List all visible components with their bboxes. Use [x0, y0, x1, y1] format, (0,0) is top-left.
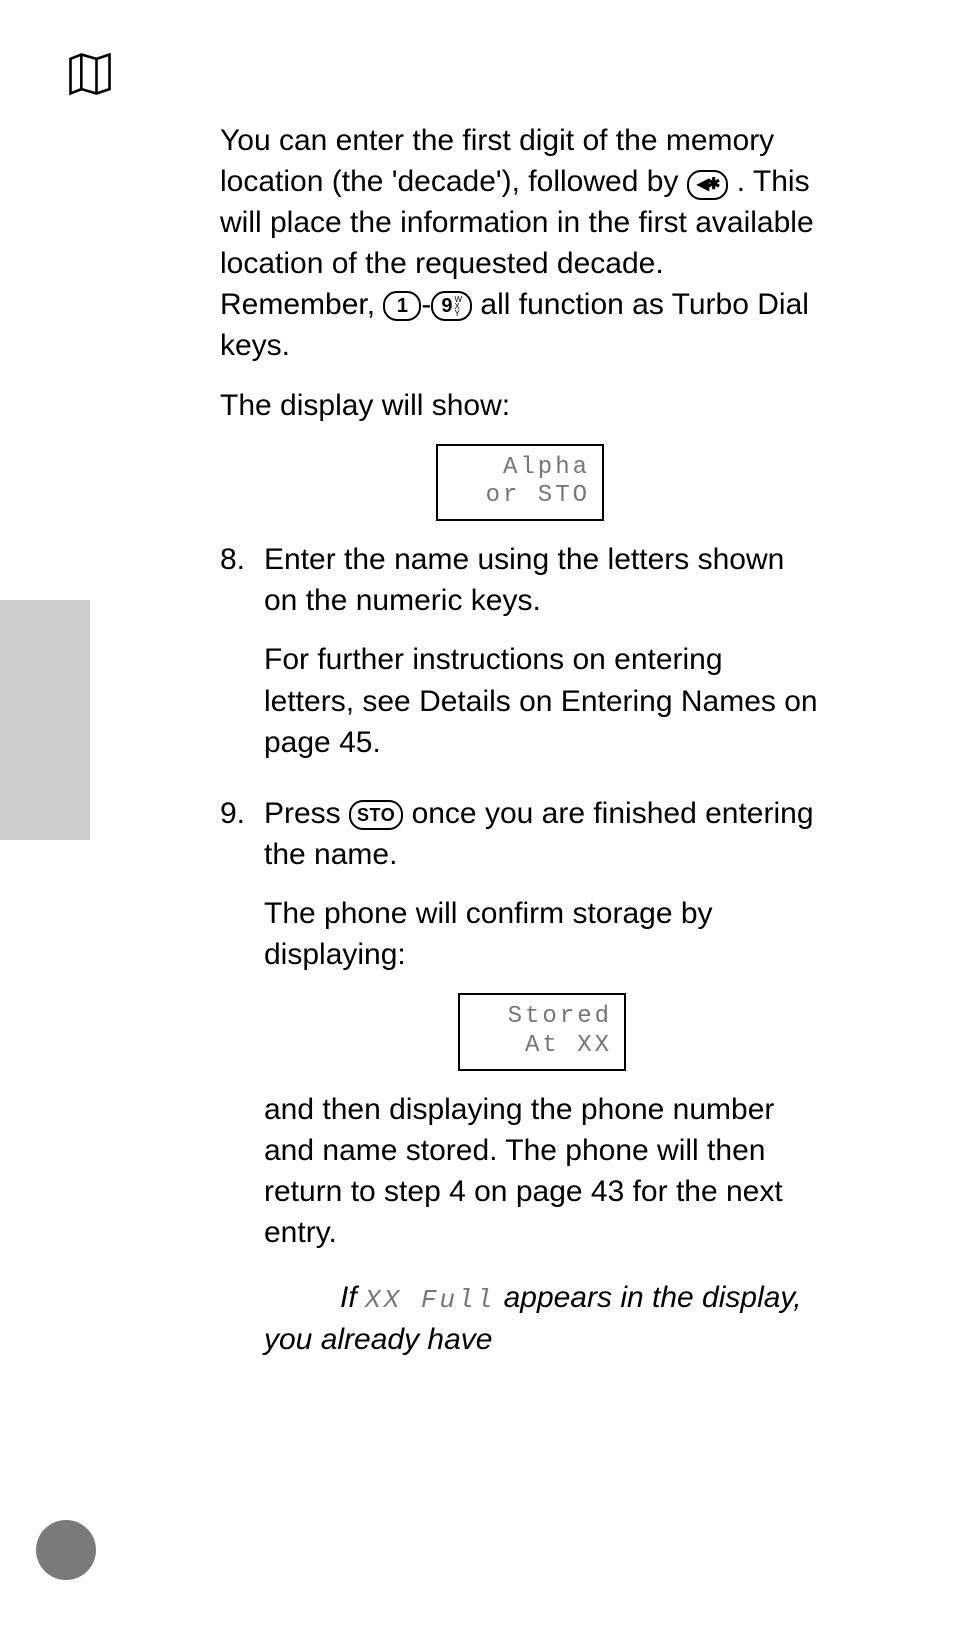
scroll-star-key: ◀✱	[687, 170, 729, 200]
paragraph-display-intro: The display will show:	[220, 385, 820, 426]
lcd-line: or STO	[444, 482, 590, 511]
lcd-display-stored: Stored At XX	[458, 993, 626, 1071]
step-text: Enter the name using the letters shown o…	[264, 539, 820, 621]
lcd-display-alpha: Alpha or STO	[436, 444, 604, 522]
map-icon	[64, 48, 116, 105]
step-number: 9.	[220, 793, 264, 1378]
lcd-line: Stored	[466, 1003, 612, 1032]
lcd-inline: XX Full	[365, 1285, 495, 1315]
step-text: The phone will confirm storage by displa…	[264, 893, 820, 975]
key-1: 1	[383, 291, 421, 321]
paragraph-after-store: and then displaying the phone number and…	[264, 1089, 820, 1253]
lcd-line: At XX	[466, 1032, 612, 1061]
note-full: If XX Full appears in the display, you a…	[264, 1277, 820, 1360]
step-9: 9. Press STO once you are finished enter…	[220, 793, 820, 1378]
key-9: 9WXY	[431, 291, 472, 321]
page-indicator	[36, 1520, 96, 1580]
step-number: 8.	[220, 539, 264, 780]
sto-key: STO	[349, 800, 403, 830]
step-text: Press STO once you are finished entering…	[264, 793, 820, 875]
step-8: 8. Enter the name using the letters show…	[220, 539, 820, 780]
dash: -	[421, 288, 431, 321]
side-tab	[0, 600, 90, 840]
lcd-line: Alpha	[444, 454, 590, 483]
note-text: If	[340, 1281, 365, 1314]
page-content: You can enter the first digit of the mem…	[220, 120, 820, 1378]
step-text: For further instructions on entering let…	[264, 639, 820, 762]
paragraph-decade: You can enter the first digit of the mem…	[220, 120, 820, 367]
